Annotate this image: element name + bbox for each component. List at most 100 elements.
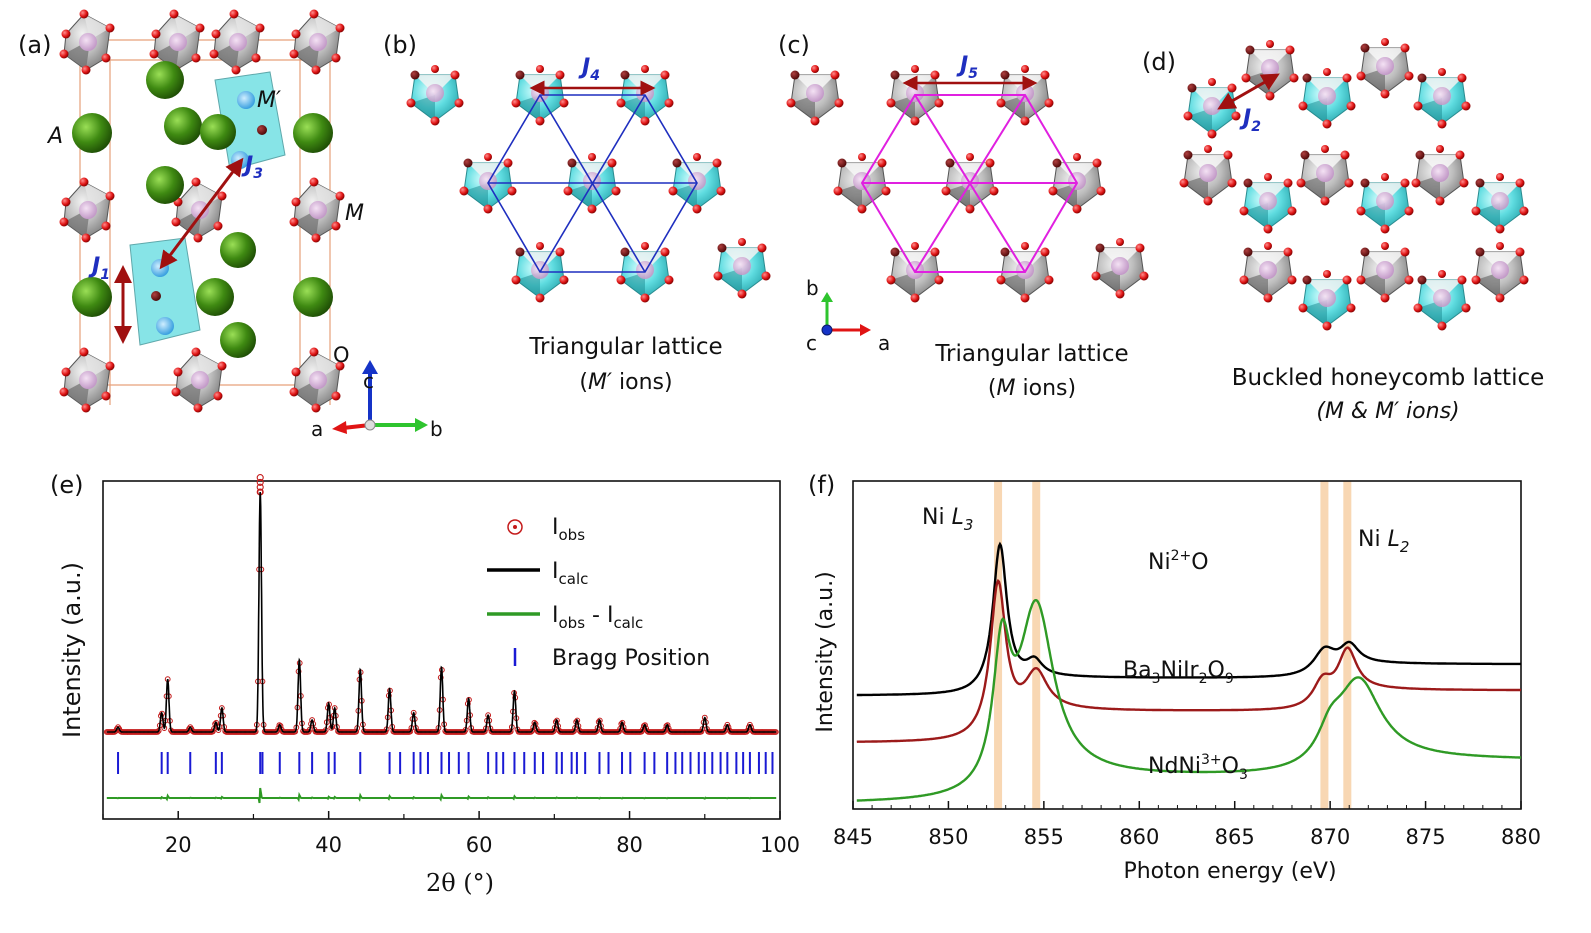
xrd-ylabel: Intensity (a.u.) [58,562,86,738]
label-Ni-L3: Ni L3 [922,505,973,534]
Mprime-octahedron [1298,67,1356,129]
obs-point [256,478,264,486]
M-octahedron [1296,144,1354,206]
label-Ni-L2: Ni L2 [1358,527,1409,556]
panel-e-tag: (e) [50,471,84,499]
Mprime-octahedron [1413,269,1471,331]
M-octahedron [59,177,115,243]
obs-point [256,474,264,482]
panel-f: (f) 845 850 855 860 865 870 875 880 Intensity (… [808,471,1541,884]
label-NiO: Ni2+O [1148,548,1209,575]
M-octahedron [1091,237,1149,299]
obs-point [642,722,648,729]
xas-x-tick-label: 875 [1406,825,1446,849]
panel-d-tag: (d) [1142,48,1176,76]
Mprime-octahedron [1356,172,1414,234]
M-octahedron [289,9,345,75]
axis-c-label-c: c [806,331,817,355]
caption-d-line2: (M & M′ ions) [1316,399,1459,424]
triangular-lattice-lines-c [860,94,1079,273]
panel-c-tag: (c) [778,31,810,59]
label-NdNiO3: NdNi3+O3 [1148,752,1248,783]
xrd-plot-frame [102,480,781,820]
Mprime-octahedron [1413,67,1471,129]
M-octahedron [1356,241,1414,303]
legend-calc-label: Icalc [552,559,588,588]
series-Bragg-Position [117,752,774,774]
obs-point [276,722,283,729]
M-octahedron [59,9,115,75]
legend-diff-label: Iobs - Icalc [552,603,643,632]
xrd-x-tick-label: 40 [315,833,342,857]
axis-b-label: b [430,417,443,441]
caption-c-line1: Triangular lattice [934,341,1128,367]
obs-point [256,483,264,491]
panel-b: (b) J4 Triangular lattice (M′ ions) [383,31,771,395]
axis-a-label: a [311,417,323,441]
xrd-legend: Iobs Icalc Iobs - Icalc Bragg Position [487,515,710,671]
J3-label: J3 [241,153,263,182]
M-octahedron [59,347,115,413]
highlight-band [1032,481,1041,809]
Mprime-octahedron [406,64,464,126]
panel-c: (c) J5 b c a Triangular lattice (M io [778,31,1149,401]
axis-c-label: c [363,369,374,393]
J1-label: J1 [88,254,110,283]
legend-bragg-label: Bragg Position [552,646,710,671]
xrd-x-ticks: 20 40 60 80 100 [102,811,800,857]
Mprime-site-label: M′ [257,88,281,113]
J2-arrow [1217,73,1280,110]
legend-obs-label: Iobs [552,515,585,544]
Mprime-octahedron [1471,172,1529,234]
series-Iobs [103,474,779,735]
M-site-label: M [345,201,364,226]
caption-b-line2: (M′ ions) [579,370,672,395]
panel-d: (d) J2 Buckled honeycomb lattice (M & M′… [1142,37,1545,424]
panel-b-tag: (b) [383,31,417,59]
O-site-label: O [333,343,350,367]
xrd-x-tick-label: 60 [466,833,493,857]
xas-x-ticks: 845 850 855 860 865 870 875 880 [833,801,1541,849]
A-atoms [72,61,333,358]
xrd-x-tick-label: 20 [165,833,192,857]
xas-x-tick-label: 850 [928,825,968,849]
caption-d-line1: Buckled honeycomb lattice [1232,365,1545,391]
xas-x-tick-label: 855 [1024,825,1064,849]
series-Icalc [106,491,777,733]
xrd-x-tick-label: 80 [616,833,643,857]
M-octahedron [1411,144,1469,206]
M-octahedron [1239,241,1297,303]
caption-c-line2: (M ions) [988,376,1076,401]
xas-xlabel: Photon energy (eV) [1123,859,1336,884]
axes-triad-c: b c a [806,276,890,355]
xrd-x-tick-label: 100 [760,833,800,857]
caption-b-line1: Triangular lattice [528,334,722,360]
M-octahedron [1179,144,1237,206]
xas-plot-frame [852,480,1522,810]
axes-triad-a: c a b [311,360,443,441]
panel-e: (e) 20 40 60 80 100 Intensity (a.u.) 2θ (°) … [50,471,800,897]
xas-series-NdNi3+O3 [856,599,1521,802]
triangular-lattice-lines-b [487,94,698,273]
xas-x-tick-label: 860 [1119,825,1159,849]
panel-a: (a) [18,9,443,441]
Mprime-octahedron [1298,269,1356,331]
J3-arrow [159,157,244,270]
xas-series-Ni2+O [856,541,1521,697]
Mprime-octahedron [713,237,771,299]
M-octahedron [171,347,227,413]
label-Ba3NiIr2O9: Ba3NiIr2O9 [1123,658,1234,687]
panel-a-tag: (a) [18,31,51,59]
panel-f-tag: (f) [808,471,835,499]
highlight-band [1320,481,1329,809]
M-octahedron [209,9,265,75]
O-atom [257,125,267,135]
xas-plot-area [856,541,1521,802]
J2-label: J2 [1239,106,1261,135]
M-octahedron [1356,37,1414,99]
obs-point [215,727,222,734]
xas-x-tick-label: 845 [833,825,873,849]
xas-ylabel: Intensity (a.u.) [813,571,838,732]
J4-label: J4 [578,55,600,84]
